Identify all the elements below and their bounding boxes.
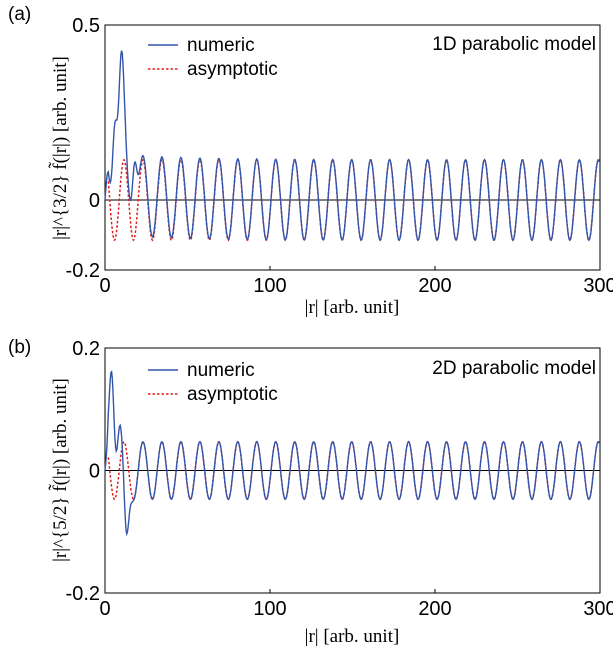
- x-tick-label: 100: [253, 598, 286, 620]
- y-tick-label: -0.2: [66, 260, 100, 282]
- x-axis-title-a: |r| [arb. unit]: [305, 297, 400, 318]
- legend-a: numeric asymptotic: [148, 35, 278, 80]
- y-tick-label: 0: [89, 190, 100, 212]
- plot-frame-a: [104, 24, 601, 271]
- panel-label-a: (a): [8, 4, 31, 25]
- x-tick-label: 0: [99, 275, 110, 297]
- legend-label-numeric-b: numeric: [187, 360, 255, 381]
- legend-label-asymptotic-b: asymptotic: [187, 384, 278, 405]
- x-tick-label: 300: [583, 598, 613, 620]
- panel-label-b: (b): [8, 337, 31, 358]
- legend-label-asymptotic-a: asymptotic: [187, 59, 278, 80]
- x-tick-labels-a: 0 100 200 300: [99, 266, 613, 297]
- x-axis-title-b: |r| [arb. unit]: [305, 626, 400, 647]
- model-label-b: 2D parabolic model: [432, 358, 596, 379]
- x-tick-label: 200: [418, 598, 451, 620]
- x-tick-label: 200: [418, 275, 451, 297]
- model-label-a: 1D parabolic model: [432, 34, 596, 55]
- x-tick-label: 300: [583, 275, 613, 297]
- y-tick-label: 0.2: [72, 338, 100, 360]
- y-tick-label: 0.5: [72, 15, 100, 37]
- panel-a: (a) -0.200.5 0 100 200 300 numeric asymptot…: [8, 4, 613, 318]
- x-tick-label: 0: [99, 598, 110, 620]
- y-tick-label: 0: [89, 461, 100, 483]
- x-tick-labels-b: 0 100 200 300: [99, 589, 613, 620]
- legend-label-numeric-a: numeric: [187, 35, 255, 56]
- y-tick-labels-b: -0.2 0 0.2: [66, 338, 100, 605]
- x-tick-label: 100: [253, 275, 286, 297]
- y-tick-labels-a: -0.2 0 0.5: [66, 15, 100, 282]
- series-numeric-a: [104, 50, 600, 242]
- legend-b: numeric asymptotic: [148, 360, 278, 405]
- y-tick-label: -0.2: [66, 583, 100, 605]
- panel-b: (b) -0.200.2 0 100 200 300 numeric asymptot…: [8, 337, 613, 647]
- y-axis-title-a: |r|^{3/2} f̃(|r|) [arb. unit]: [47, 56, 71, 240]
- y-axis-title-b: |r|^{5/2} f̃(|r|) [arb. unit]: [47, 378, 71, 562]
- series-numeric-b: [104, 370, 600, 537]
